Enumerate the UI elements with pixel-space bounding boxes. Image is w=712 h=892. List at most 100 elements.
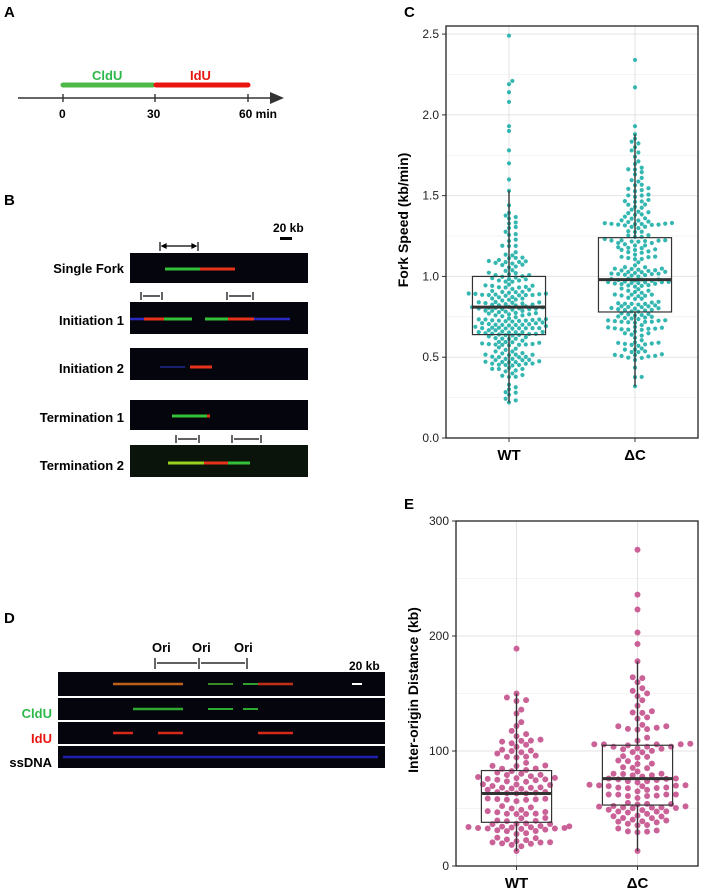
- data-point: [648, 815, 655, 822]
- data-point: [609, 271, 614, 276]
- data-point: [620, 804, 627, 811]
- data-point: [632, 296, 638, 302]
- data-point: [644, 714, 651, 721]
- data-point: [624, 792, 631, 799]
- data-point: [510, 261, 515, 266]
- data-point: [622, 199, 628, 204]
- data-point: [513, 224, 518, 230]
- y-tick-label: 0.5: [422, 350, 439, 364]
- data-point: [547, 839, 554, 846]
- data-point: [483, 352, 488, 357]
- data-point: [619, 218, 624, 223]
- data-point: [649, 314, 654, 319]
- panel-b-fiber-images: [130, 242, 308, 477]
- panel-b-scale-bar: [280, 237, 292, 240]
- data-point: [513, 310, 518, 315]
- data-point: [551, 774, 558, 781]
- data-point: [619, 281, 624, 287]
- data-point: [639, 250, 644, 255]
- data-point: [602, 221, 607, 226]
- data-point: [656, 340, 661, 345]
- data-point: [636, 141, 641, 146]
- data-point: [513, 352, 518, 357]
- ori-label-2: Ori: [192, 640, 211, 655]
- data-point: [663, 791, 670, 798]
- y-tick-label: 1.0: [422, 269, 439, 283]
- data-point: [653, 808, 660, 815]
- row-label-single-fork: Single Fork: [53, 261, 124, 276]
- data-point: [629, 805, 636, 812]
- y-tick-label: 300: [429, 515, 449, 528]
- data-point: [503, 279, 508, 284]
- tick-label-0: 0: [59, 107, 66, 121]
- data-point: [619, 238, 624, 243]
- cldu-label: CldU: [92, 68, 123, 83]
- data-point: [639, 685, 646, 692]
- data-point: [516, 293, 522, 298]
- data-point: [523, 335, 528, 340]
- data-point: [516, 362, 522, 368]
- data-point: [510, 363, 515, 368]
- data-point: [516, 318, 522, 324]
- data-point: [656, 306, 661, 311]
- data-point: [669, 220, 675, 226]
- data-point: [500, 322, 505, 328]
- data-point: [616, 301, 621, 306]
- data-point: [622, 341, 628, 347]
- data-point: [648, 804, 655, 811]
- data-point: [523, 326, 528, 331]
- data-point: [639, 170, 644, 175]
- data-point: [508, 748, 515, 755]
- data-point: [634, 629, 641, 636]
- data-point: [494, 796, 501, 803]
- data-point: [610, 743, 617, 750]
- data-point: [644, 753, 651, 760]
- data-point: [646, 331, 651, 336]
- data-point: [490, 318, 495, 323]
- data-point: [490, 283, 495, 288]
- data-point: [636, 349, 641, 355]
- data-point: [506, 124, 512, 129]
- data-point: [513, 220, 518, 225]
- data-point: [639, 245, 644, 251]
- data-point: [516, 326, 522, 331]
- data-point: [644, 765, 651, 772]
- data-point: [616, 245, 621, 250]
- data-point: [639, 355, 644, 361]
- data-point: [496, 257, 502, 263]
- data-point: [506, 282, 512, 287]
- data-point: [475, 774, 482, 781]
- data-point: [493, 299, 498, 305]
- data-point: [513, 645, 520, 652]
- data-point: [639, 270, 644, 275]
- data-point: [520, 296, 525, 301]
- channel-label-ssdna: ssDNA: [9, 755, 52, 770]
- data-point: [530, 292, 535, 298]
- data-point: [634, 788, 641, 795]
- data-point: [513, 231, 518, 237]
- data-point: [646, 219, 651, 224]
- data-point: [527, 287, 532, 292]
- data-point: [496, 339, 502, 345]
- data-point: [493, 342, 498, 347]
- data-point: [648, 708, 655, 715]
- data-point: [500, 329, 505, 334]
- data-point: [523, 354, 528, 360]
- data-point: [616, 340, 621, 346]
- data-point: [615, 791, 622, 798]
- data-point: [644, 786, 651, 793]
- data-point: [649, 319, 654, 324]
- box: [597, 237, 673, 313]
- data-point: [537, 300, 542, 305]
- data-point: [626, 295, 631, 300]
- tick-label-60: 60 min: [239, 107, 278, 121]
- data-point: [483, 283, 488, 288]
- data-point: [672, 805, 679, 812]
- data-point: [532, 835, 539, 842]
- data-point: [510, 371, 515, 376]
- data-point: [561, 825, 568, 832]
- data-point: [626, 250, 631, 255]
- data-point: [624, 799, 631, 806]
- data-point: [626, 320, 631, 325]
- data-point: [508, 805, 515, 812]
